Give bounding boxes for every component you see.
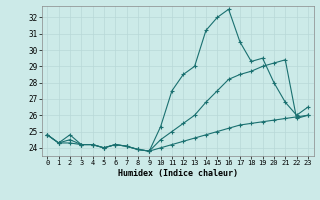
X-axis label: Humidex (Indice chaleur): Humidex (Indice chaleur): [118, 169, 237, 178]
